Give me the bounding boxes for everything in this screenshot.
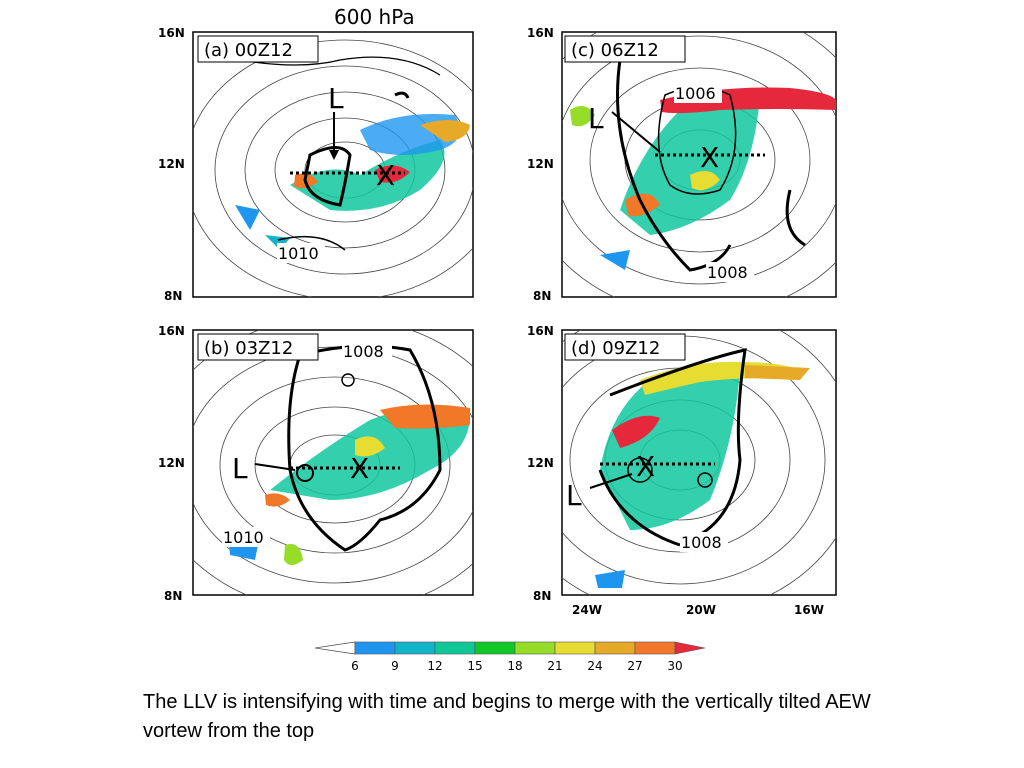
lat-label: 16N [527, 26, 554, 40]
panel-c: (c) 06Z12 L X 1006 1008 [561, 31, 837, 298]
center-marker: X [636, 450, 655, 483]
colorbar-segment [394, 641, 436, 655]
lat-label: 8N [533, 589, 551, 603]
lon-label: 16W [794, 603, 824, 617]
colorbar-tick-label: 27 [627, 659, 642, 673]
panel-b-field [193, 330, 473, 595]
center-marker: X [350, 452, 369, 485]
panel-label: (b) 03Z12 [204, 338, 293, 359]
center-marker: X [700, 141, 719, 174]
lat-label: 12N [158, 456, 185, 470]
colorbar-segment [354, 641, 396, 655]
low-marker: L [566, 479, 582, 512]
colorbar-tick-label: 12 [427, 659, 442, 673]
colorbar-segment [474, 641, 516, 655]
pressure-contours [239, 56, 441, 251]
low-marker: L [232, 452, 248, 485]
panel-label: (c) 06Z12 [571, 40, 659, 61]
lat-labels: 16N 12N 8N 16N 12N 8N 16N 12N 8N 16N 12N… [158, 26, 554, 603]
caption: The LLV is intensifying with time and be… [143, 691, 871, 742]
colorbar-segment [554, 641, 596, 655]
low-marker: L [328, 82, 344, 115]
contour-label: 1008 [343, 342, 384, 361]
lat-label: 16N [158, 26, 185, 40]
center-marker: X [376, 159, 395, 192]
lat-label: 12N [527, 157, 554, 171]
contour-label: 1010 [278, 244, 319, 263]
colorbar-segment [514, 641, 556, 655]
colorbar-low-end [314, 641, 356, 655]
colorbar-segment [594, 641, 636, 655]
lon-label: 24W [572, 603, 602, 617]
colorbar-segment [634, 641, 676, 655]
colorbar-tick-label: 15 [467, 659, 482, 673]
super-title: 600 hPa [334, 5, 415, 29]
colorbar-tick-label: 30 [667, 659, 682, 673]
contour-label: 1006 [675, 84, 716, 103]
low-marker: L [588, 102, 604, 135]
lat-label: 8N [164, 589, 182, 603]
colorbar-tick-label: 21 [547, 659, 562, 673]
panel-a: (a) 00Z12 L X 1010 [192, 31, 474, 298]
contour-label: 1010 [223, 528, 264, 547]
lat-label: 8N [164, 289, 182, 303]
contour-label: 1008 [707, 263, 748, 282]
contour-label: 1008 [681, 533, 722, 552]
panel-d-field [562, 330, 836, 595]
colorbar-tick-label: 24 [587, 659, 602, 673]
colorbar-segment [434, 641, 476, 655]
pressure-contours [598, 348, 747, 547]
shading [235, 114, 470, 250]
lon-labels: 24W 20W 16W [572, 603, 824, 617]
lat-label: 12N [158, 157, 185, 171]
four-panel-figure: 600 hPa [158, 5, 837, 673]
colorbar-segment [674, 641, 706, 655]
colorbar-tick-label: 9 [391, 659, 399, 673]
colorbar: 6 9 12 15 18 21 24 27 30 [314, 641, 706, 673]
colorbar-tick-label: 18 [507, 659, 522, 673]
lat-label: 16N [158, 324, 185, 338]
lat-label: 16N [527, 324, 554, 338]
lat-label: 8N [533, 289, 551, 303]
lat-label: 12N [527, 456, 554, 470]
panel-d: (d) 09Z12 L X 1008 [561, 329, 837, 596]
panel-label: (d) 09Z12 [571, 338, 660, 359]
lon-label: 20W [686, 603, 716, 617]
panel-a-field [193, 39, 473, 297]
panel-b: (b) 03Z12 L X 1008 1010 [192, 329, 474, 596]
panel-label: (a) 00Z12 [204, 40, 293, 61]
colorbar-tick-label: 6 [351, 659, 359, 673]
